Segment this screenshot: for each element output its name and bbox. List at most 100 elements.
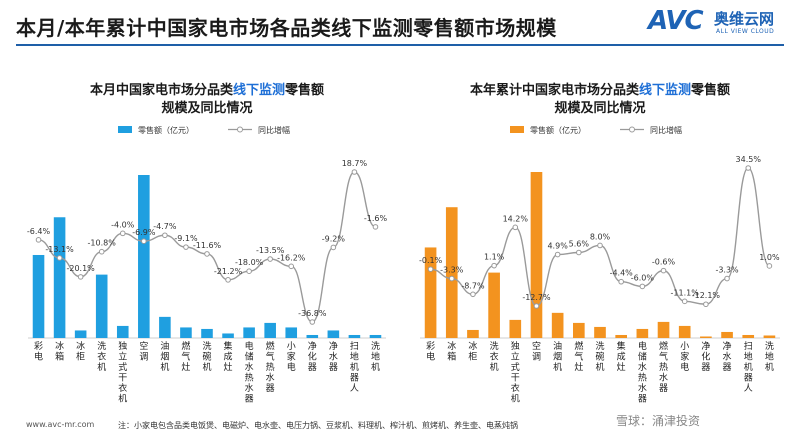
bar-集成灶 — [222, 333, 234, 338]
bar-彩电 — [32, 254, 45, 338]
tick-label-洗地机: 洗地机 — [765, 340, 774, 373]
tick-label-彩电: 彩电 — [426, 341, 435, 363]
bar-彩电 — [424, 247, 437, 338]
growth-point-油烟机 — [162, 232, 168, 239]
tick-label-冰柜: 冰柜 — [76, 340, 85, 363]
tick-label-集成灶: 集成灶 — [617, 340, 626, 373]
growth-point-净水器 — [724, 275, 730, 282]
growth-label-冰箱: -3.3% — [440, 266, 464, 275]
growth-label-小家电: -16.2% — [277, 253, 306, 262]
growth-point-燃气热水器 — [660, 267, 667, 274]
growth-label-小家电: -11.1% — [671, 288, 700, 297]
bar-净水器 — [327, 330, 340, 338]
tick-label-洗碗机: 洗碗机 — [202, 340, 211, 373]
legend-bar-swatch — [510, 126, 524, 133]
legend-line-label: 同比增幅 — [258, 125, 290, 135]
growth-label-冰箱: -13.1% — [45, 245, 74, 254]
growth-point-洗碗机 — [597, 242, 603, 249]
legend-line-marker — [237, 126, 243, 133]
growth-label-燃气灶: 5.6% — [569, 239, 590, 248]
tick-label-燃气热水器: 燃气热水器 — [659, 340, 668, 394]
growth-label-电储水热水器: -6.0% — [631, 273, 655, 282]
tick-label-独立式干衣机: 独立式干衣机 — [511, 340, 520, 405]
bar-空调 — [138, 175, 150, 338]
growth-label-油烟机: 4.9% — [547, 242, 568, 251]
bar-净水器 — [721, 331, 733, 338]
growth-label-冰柜: -8.7% — [461, 281, 485, 290]
growth-label-电储水热水器: -18.0% — [235, 258, 264, 267]
chart-title-highlight: 线下监测 — [639, 82, 691, 98]
footer-url: www.avc-mr.com — [26, 420, 95, 429]
bar-燃气热水器 — [264, 322, 276, 338]
tick-label-冰箱: 冰箱 — [447, 340, 456, 363]
tick-label-净水器: 净水器 — [723, 340, 732, 373]
logo-subtitle: ALL VIEW CLOUD — [716, 28, 775, 35]
bar-小家电 — [678, 325, 691, 338]
growth-label-洗衣机: -10.8% — [88, 239, 117, 248]
chart-title: 本年累计中国家电市场分品类线下监测零售额 — [470, 82, 730, 98]
tick-label-小家电: 小家电 — [287, 341, 296, 373]
chart-title-line2: 规模及同比情况 — [161, 100, 252, 116]
growth-label-洗衣机: 1.1% — [484, 253, 505, 262]
legend-bar-label: 零售额（亿元） — [530, 125, 586, 135]
growth-point-净水器 — [330, 244, 337, 251]
growth-point-集成灶 — [618, 278, 624, 285]
tick-label-集成灶: 集成灶 — [224, 340, 233, 373]
page-title: 本月/本年累计中国家电市场各品类线下监测零售额市场规模 — [16, 16, 557, 40]
bar-油烟机 — [551, 312, 564, 338]
legend-bar-label: 零售额（亿元） — [138, 125, 194, 135]
bar-洗地机 — [369, 334, 382, 338]
growth-point-净化器 — [309, 319, 316, 325]
legend-line-marker — [629, 126, 635, 133]
page-header: 本月/本年累计中国家电市场各品类线下监测零售额市场规模 AVC 奥维云网 ALL… — [0, 0, 800, 50]
growth-point-冰柜 — [77, 274, 84, 280]
tick-label-净化器: 净化器 — [701, 340, 710, 373]
bar-独立式干衣机 — [509, 319, 522, 338]
logo-mark: AVC — [648, 6, 704, 36]
growth-label-燃气灶: -9.1% — [174, 234, 198, 243]
footer-brand: 雪球：涌津投资 — [616, 414, 701, 428]
growth-label-彩电: -0.1% — [419, 256, 443, 265]
tick-label-燃气热水器: 燃气热水器 — [266, 340, 275, 394]
growth-label-扫地机器人: 34.5% — [736, 155, 762, 164]
growth-point-电储水热水器 — [639, 283, 646, 290]
bar-洗地机 — [763, 335, 776, 338]
chart-title: 本月中国家电市场分品类线下监测零售额 — [90, 82, 324, 98]
bar-冰柜 — [467, 329, 479, 338]
tick-label-燃气灶: 燃气灶 — [181, 340, 190, 373]
growth-label-冰柜: -20.1% — [66, 264, 95, 273]
growth-point-燃气灶 — [576, 249, 582, 256]
growth-point-独立式干衣机 — [119, 230, 126, 237]
growth-label-净水器: -3.3% — [715, 266, 739, 275]
growth-point-集成灶 — [225, 277, 231, 283]
tick-label-油烟机: 油烟机 — [160, 340, 169, 373]
title-divider — [16, 44, 784, 46]
tick-label-洗地机: 洗地机 — [371, 340, 380, 373]
growth-label-集成灶: -21.2% — [214, 267, 243, 276]
bar-扫地机器人 — [742, 334, 755, 338]
growth-point-冰箱 — [448, 275, 455, 282]
growth-label-燃气热水器: -13.5% — [256, 246, 285, 255]
growth-point-燃气灶 — [183, 244, 189, 250]
growth-line — [38, 171, 376, 323]
tick-label-油烟机: 油烟机 — [553, 340, 562, 373]
chart-title-highlight: 线下监测 — [233, 82, 285, 98]
bar-燃气灶 — [180, 327, 192, 338]
bar-净化器 — [306, 334, 319, 338]
growth-point-彩电 — [35, 237, 42, 243]
legend-bar-swatch — [118, 126, 132, 133]
growth-point-冰箱 — [56, 255, 63, 261]
growth-label-空调: -12.7% — [522, 293, 551, 302]
tick-label-洗衣机: 洗衣机 — [490, 340, 499, 373]
bar-冰箱 — [53, 217, 66, 338]
tick-label-电储水热水器: 电储水热水器 — [245, 340, 254, 405]
logo-name: 奥维云网 — [714, 10, 775, 28]
growth-point-洗碗机 — [204, 251, 210, 257]
bar-油烟机 — [159, 316, 171, 338]
bar-净化器 — [700, 336, 712, 338]
growth-label-洗地机: 1.0% — [759, 253, 780, 262]
tick-label-洗衣机: 洗衣机 — [97, 340, 106, 373]
bar-电储水热水器 — [243, 327, 255, 338]
tick-label-净化器: 净化器 — [308, 340, 317, 373]
